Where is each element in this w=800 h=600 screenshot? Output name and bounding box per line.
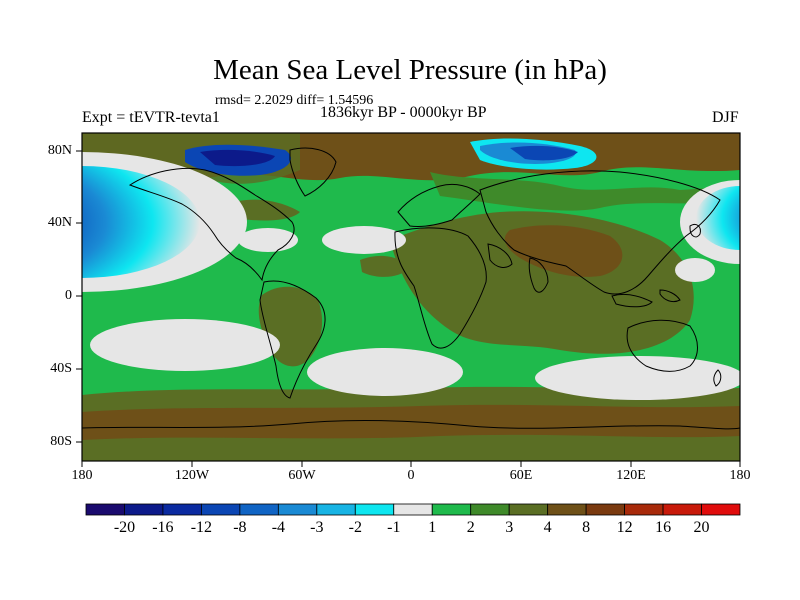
stats-line: rmsd= 2.2029 diff= 1.54596 — [215, 93, 374, 108]
colorbar-label: 16 — [655, 519, 672, 536]
lon-label-60w: 60W — [288, 468, 316, 483]
colorbar-label: 20 — [693, 519, 710, 536]
colorbar-box — [201, 503, 241, 516]
period-label: 1836kyr BP - 0000kyr BP — [320, 104, 487, 121]
colorbar-label: -1 — [387, 519, 401, 536]
colorbar-label: -12 — [190, 519, 213, 536]
colorbar-label: 4 — [543, 519, 552, 536]
colorbar-box — [354, 503, 395, 516]
colorbar — [85, 503, 741, 516]
lon-label-0: 0 — [407, 468, 415, 483]
axis-ticks — [76, 150, 741, 467]
lon-label-120w: 120W — [174, 468, 210, 483]
lat-label-40n: 40N — [47, 215, 72, 230]
colorbar-label: 2 — [466, 519, 475, 536]
colorbar-label: -4 — [271, 519, 286, 536]
lat-label-0: 0 — [65, 288, 72, 303]
colorbar-label: -8 — [233, 519, 247, 536]
lat-label-80n: 80N — [47, 143, 72, 158]
colorbar-box — [547, 503, 587, 516]
map-title: Mean Sea Level Pressure (in hPa) — [213, 54, 607, 86]
lon-label-180w: 180 — [71, 468, 93, 483]
season-label: DJF — [712, 109, 739, 126]
colorbar-box — [470, 503, 510, 516]
colorbar-box — [85, 503, 125, 516]
lon-label-60e: 60E — [509, 468, 533, 483]
lat-label-40s: 40S — [50, 361, 72, 376]
colorbar-label: -2 — [348, 519, 362, 536]
colorbar-label: -16 — [152, 519, 174, 536]
colorbar-box — [277, 503, 318, 516]
lat-label-80s: 80S — [50, 434, 72, 449]
lon-label-180e: 180 — [729, 468, 751, 483]
colorbar-box — [124, 503, 164, 516]
colorbar-box — [662, 503, 702, 516]
colorbar-box — [508, 503, 549, 516]
map-field — [82, 133, 740, 461]
coastlines — [82, 147, 740, 430]
colorbar-label: -3 — [310, 519, 324, 536]
colorbar-box — [624, 503, 664, 516]
colorbar-box — [701, 503, 741, 516]
colorbar-box — [239, 503, 279, 516]
colorbar-label: 12 — [616, 519, 633, 536]
colorbar-label: 3 — [505, 519, 514, 536]
colorbar-label: 8 — [582, 519, 591, 536]
colorbar-box — [316, 503, 356, 516]
colorbar-box — [585, 503, 625, 516]
experiment-label: Expt = tEVTR-tevta1 — [82, 109, 220, 126]
colorbar-box — [431, 503, 472, 516]
colorbar-label: -20 — [113, 519, 136, 536]
colorbar-box — [162, 503, 202, 516]
colorbar-box — [393, 503, 433, 516]
lon-label-120e: 120E — [616, 468, 646, 483]
colorbar-label: 1 — [428, 519, 437, 536]
